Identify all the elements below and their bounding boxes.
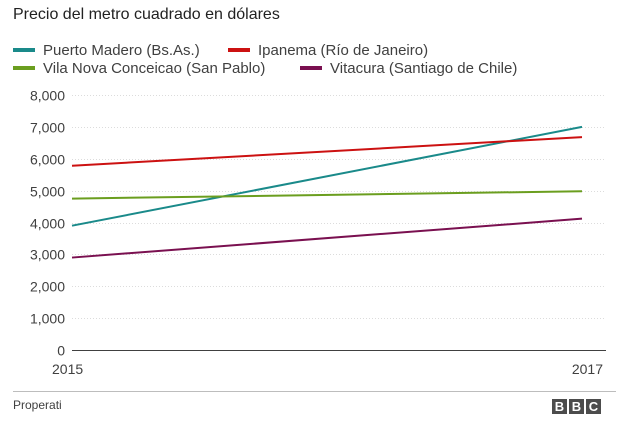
legend-item-ipanema: Ipanema (Río de Janeiro)	[228, 40, 428, 60]
y-tick-label: 7,000	[30, 120, 65, 136]
x-tick-label: 2015	[52, 361, 83, 377]
legend-label-puerto-madero: Puerto Madero (Bs.As.)	[43, 41, 200, 59]
legend-item-vila-nova: Vila Nova Conceicao (San Pablo)	[13, 58, 265, 78]
legend-label-vila-nova: Vila Nova Conceicao (San Pablo)	[43, 59, 266, 77]
legend-label-ipanema: Ipanema (Río de Janeiro)	[258, 41, 429, 59]
series-line-2	[71, 190, 583, 200]
legend-swatch-ipanema	[228, 48, 250, 52]
series-line-3	[71, 217, 583, 259]
bbc-logo-letter: B	[569, 399, 584, 414]
y-tick-label: 6,000	[30, 152, 65, 168]
legend-label-vitacura: Vitacura (Santiago de Chile)	[330, 59, 518, 77]
x-tick-label: 2017	[572, 361, 603, 377]
legend-swatch-vila-nova	[13, 66, 35, 70]
legend-swatch-vitacura	[300, 66, 322, 70]
footer-divider	[13, 391, 616, 392]
y-tick-label: 0	[57, 343, 65, 359]
legend-item-puerto-madero: Puerto Madero (Bs.As.)	[13, 40, 200, 60]
y-tick-label: 4,000	[30, 216, 65, 232]
legend-item-vitacura: Vitacura (Santiago de Chile)	[300, 58, 517, 78]
legend-swatch-puerto-madero	[13, 48, 35, 52]
y-tick-label: 5,000	[30, 184, 65, 200]
series-line-1	[71, 136, 583, 167]
bbc-logo-letter: B	[552, 399, 567, 414]
source-label: Properati	[13, 398, 62, 412]
chart-title: Precio del metro cuadrado en dólares	[13, 6, 280, 23]
bbc-logo-letter: C	[586, 399, 601, 414]
y-tick-label: 8,000	[30, 88, 65, 104]
y-tick-label: 3,000	[30, 247, 65, 263]
bbc-logo: B B C	[552, 399, 601, 414]
y-tick-label: 2,000	[30, 279, 65, 295]
series-line-0	[71, 125, 583, 227]
chart-legend: Puerto Madero (Bs.As.) Ipanema (Río de J…	[13, 40, 623, 80]
y-tick-label: 1,000	[30, 311, 65, 327]
